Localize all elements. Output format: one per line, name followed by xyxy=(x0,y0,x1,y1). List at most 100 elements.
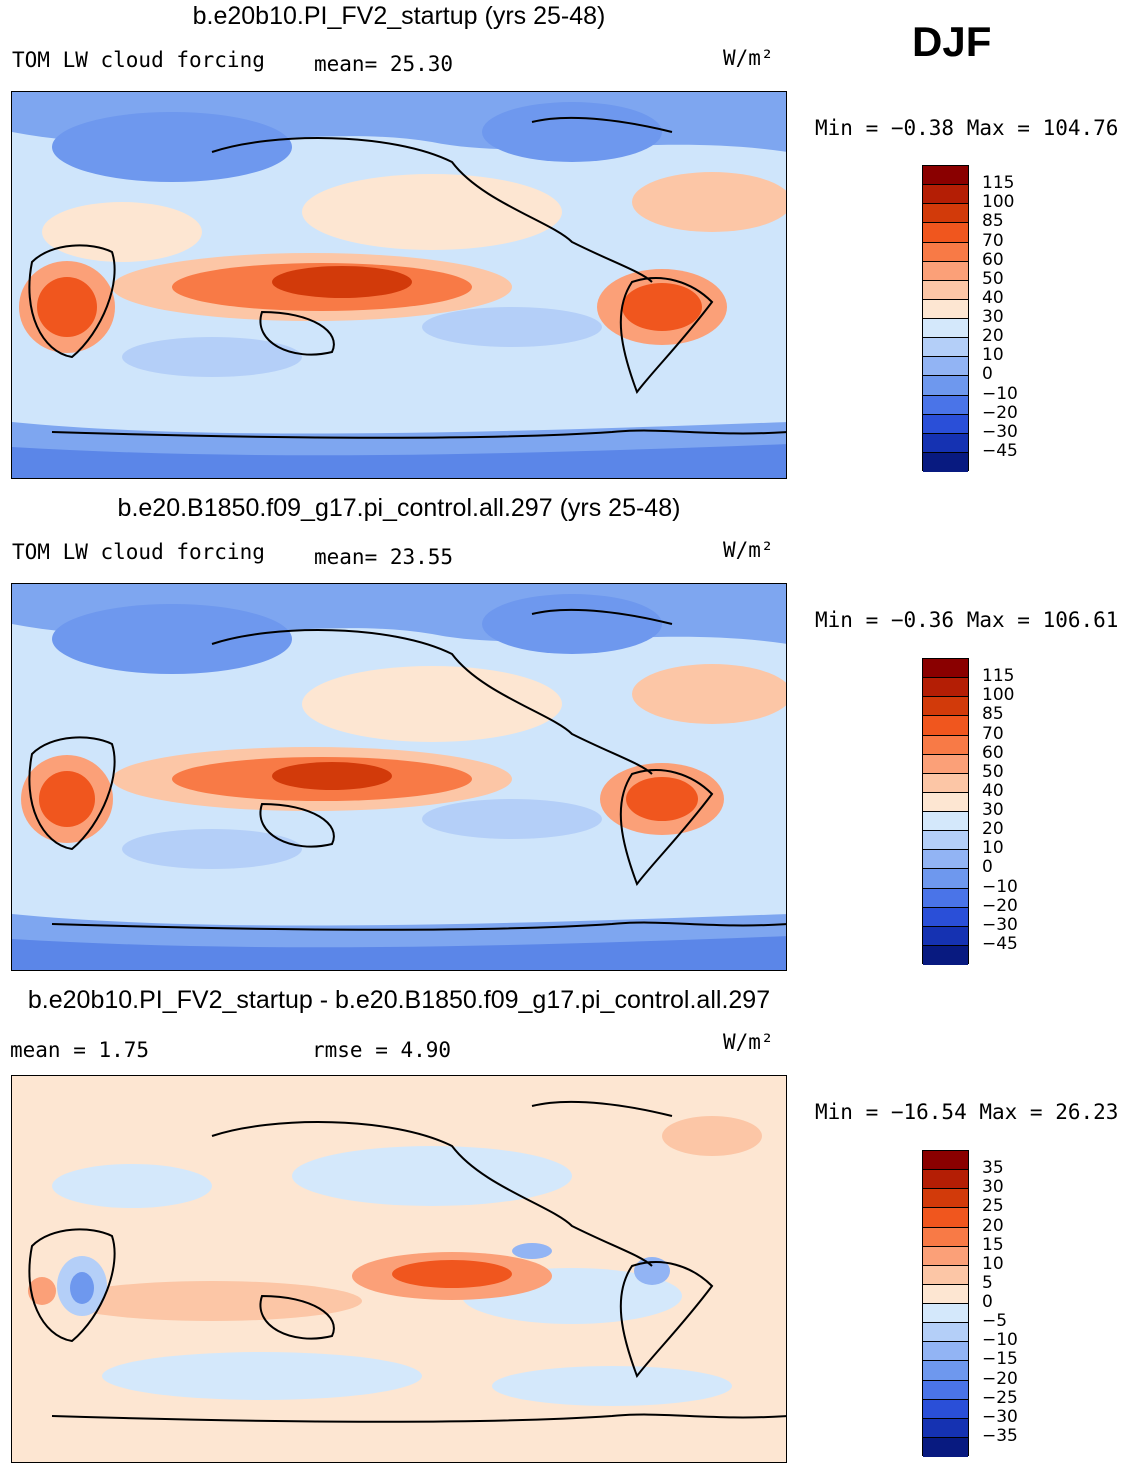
colorbar-tick-label: 40 xyxy=(982,780,1004,801)
colorbar-swatch xyxy=(923,754,968,774)
colorbar-tick-label: 115 xyxy=(982,666,1015,687)
colorbar-tick-label: 85 xyxy=(982,211,1004,232)
colorbar-tick-label: −30 xyxy=(982,1406,1018,1427)
units-label: W/m² xyxy=(723,1030,774,1054)
contour-map xyxy=(12,584,786,970)
colorbar-tick-label: −10 xyxy=(982,1330,1018,1351)
colorbar-tick-label: 15 xyxy=(982,1234,1004,1255)
units-label: W/m² xyxy=(723,46,774,70)
colorbar-swatch xyxy=(923,1399,968,1419)
colorbar-tick-label: 115 xyxy=(982,173,1015,194)
map-panel xyxy=(11,583,787,971)
colorbar-swatch xyxy=(923,1304,968,1324)
mean-label: mean= 23.55 xyxy=(314,545,454,569)
colorbar-swatch xyxy=(923,395,968,415)
colorbar-tick-label: −10 xyxy=(982,383,1018,404)
colorbar-tick-label: −35 xyxy=(982,1425,1018,1446)
panel-title: b.e20b10.PI_FV2_startup - b.e20.B1850.f0… xyxy=(27,986,771,1014)
colorbar-tick-label: −30 xyxy=(982,914,1018,935)
colorbar xyxy=(922,658,969,965)
colorbar-swatch xyxy=(923,1284,968,1304)
contour-map xyxy=(12,92,786,478)
field-label: TOM LW cloud forcing xyxy=(12,48,265,72)
colorbar-swatch xyxy=(923,1227,968,1247)
colorbar xyxy=(922,1150,969,1457)
colorbar-swatch xyxy=(923,185,968,205)
colorbar-tick-label: 5 xyxy=(982,1272,993,1293)
colorbar-swatch xyxy=(923,1342,968,1362)
colorbar-swatch xyxy=(923,452,968,472)
colorbar-tick-label: −15 xyxy=(982,1349,1018,1370)
colorbar-swatch xyxy=(923,697,968,717)
colorbar-swatch xyxy=(923,1151,968,1171)
colorbar-tick-label: 70 xyxy=(982,230,1004,251)
colorbar-swatch xyxy=(923,659,968,679)
colorbar-tick-label: 20 xyxy=(982,326,1004,347)
colorbar-tick-label: 30 xyxy=(982,307,1004,327)
colorbar-swatch xyxy=(923,433,968,453)
colorbar-swatch xyxy=(923,223,968,243)
colorbar-tick-label: −20 xyxy=(982,402,1018,423)
map-panel xyxy=(11,1075,787,1463)
min-max-label: Min = −16.54 Max = 26.23 xyxy=(815,1100,1119,1124)
colorbar-tick-label: 30 xyxy=(982,800,1004,820)
colorbar-tick-label: 30 xyxy=(982,1177,1004,1198)
colorbar-swatch xyxy=(923,792,968,812)
colorbar-tick-label: 100 xyxy=(982,192,1015,213)
contour-map xyxy=(12,1076,786,1462)
min-max-label: Min = −0.36 Max = 106.61 xyxy=(815,608,1119,632)
colorbar-swatch xyxy=(923,773,968,793)
colorbar-swatch xyxy=(923,907,968,927)
colorbar-tick-label: 60 xyxy=(982,742,1004,763)
colorbar-tick-label: −30 xyxy=(982,421,1018,442)
colorbar-tick-label: 0 xyxy=(982,1292,993,1312)
colorbar-tick-label: 50 xyxy=(982,268,1004,289)
panel-title: b.e20b10.PI_FV2_startup (yrs 25-48) xyxy=(192,2,606,30)
colorbar-tick-label: 0 xyxy=(982,857,993,878)
units-label: W/m² xyxy=(723,538,774,562)
colorbar-swatch xyxy=(923,204,968,224)
colorbar-swatch xyxy=(923,1437,968,1457)
colorbar-swatch xyxy=(923,888,968,908)
colorbar-swatch xyxy=(923,319,968,339)
colorbar-tick-label: 10 xyxy=(982,838,1004,859)
colorbar-swatch xyxy=(923,1246,968,1266)
colorbar-swatch xyxy=(923,869,968,889)
colorbar-tick-label: −10 xyxy=(982,876,1018,897)
colorbar-swatch xyxy=(923,299,968,319)
colorbar-tick-label: 85 xyxy=(982,704,1004,725)
colorbar-tick-label: 50 xyxy=(982,761,1004,782)
colorbar-tick-label: 10 xyxy=(982,345,1004,366)
season-label: DJF xyxy=(912,18,992,65)
rmse-label: rmse = 4.90 xyxy=(312,1038,452,1062)
colorbar-swatch xyxy=(923,945,968,965)
colorbar-swatch xyxy=(923,831,968,851)
colorbar-tick-label: 0 xyxy=(982,364,993,385)
colorbar-swatch xyxy=(923,1361,968,1381)
colorbar-tick-label: −25 xyxy=(982,1387,1018,1408)
colorbar-swatch xyxy=(923,1208,968,1228)
colorbar-tick-label: 10 xyxy=(982,1253,1004,1274)
panel-title: b.e20.B1850.f09_g17.pi_control.all.297 (… xyxy=(117,494,681,522)
colorbar-swatch xyxy=(923,357,968,377)
colorbar-swatch xyxy=(923,166,968,186)
colorbar-swatch xyxy=(923,261,968,281)
colorbar-swatch xyxy=(923,850,968,870)
colorbar-swatch xyxy=(923,242,968,262)
colorbar-tick-label: 60 xyxy=(982,249,1004,270)
colorbar-swatch xyxy=(923,1170,968,1190)
colorbar-swatch xyxy=(923,678,968,698)
colorbar-tick-label: −45 xyxy=(982,933,1018,954)
colorbar-tick-label: −45 xyxy=(982,440,1018,461)
colorbar xyxy=(922,165,969,472)
colorbar-tick-label: −20 xyxy=(982,1368,1018,1389)
colorbar-swatch xyxy=(923,338,968,358)
colorbar-tick-label: 25 xyxy=(982,1196,1004,1217)
colorbar-tick-label: 70 xyxy=(982,723,1004,744)
colorbar-tick-label: 20 xyxy=(982,1215,1004,1236)
colorbar-swatch xyxy=(923,280,968,300)
colorbar-swatch xyxy=(923,812,968,832)
field-label: TOM LW cloud forcing xyxy=(12,540,265,564)
colorbar-swatch xyxy=(923,716,968,736)
colorbar-tick-label: 100 xyxy=(982,685,1015,706)
